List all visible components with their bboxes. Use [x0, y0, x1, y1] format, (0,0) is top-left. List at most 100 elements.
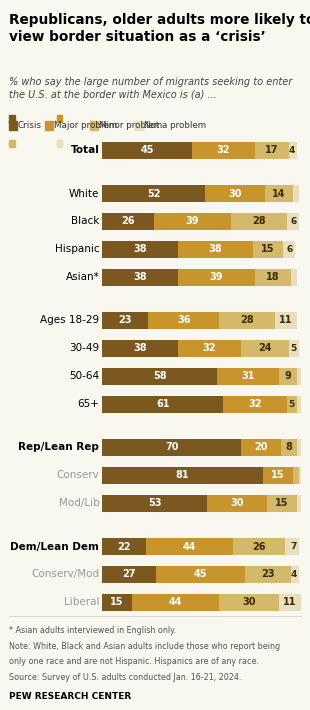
Text: 7: 7 [290, 542, 297, 551]
Bar [233, 538, 285, 555]
Text: 26: 26 [252, 542, 266, 552]
Bar [102, 538, 146, 555]
Bar [102, 466, 263, 484]
Text: 53: 53 [148, 498, 162, 508]
Bar [223, 395, 287, 413]
Text: 6: 6 [290, 217, 297, 226]
Text: 11: 11 [279, 315, 293, 325]
Bar [285, 538, 299, 555]
Text: 38: 38 [133, 344, 147, 354]
Text: 14: 14 [272, 189, 286, 199]
Text: 30: 30 [228, 189, 242, 199]
Text: 38: 38 [209, 244, 222, 254]
Text: 15: 15 [275, 498, 289, 508]
Text: Dem/Lean Dem: Dem/Lean Dem [11, 542, 99, 552]
Bar [178, 268, 255, 286]
Bar [255, 141, 289, 159]
Text: 36: 36 [177, 315, 190, 325]
Bar [293, 185, 299, 202]
Bar [293, 466, 299, 484]
Text: Republicans, older adults more likely to
view border situation as a ‘crisis’: Republicans, older adults more likely to… [9, 13, 310, 44]
Text: 30: 30 [230, 498, 244, 508]
Bar [275, 312, 297, 329]
Text: 15: 15 [261, 244, 275, 254]
Bar [102, 368, 217, 385]
Text: 28: 28 [240, 315, 254, 325]
Text: 27: 27 [122, 569, 136, 579]
Text: 6: 6 [286, 245, 293, 253]
Text: 8: 8 [286, 442, 292, 452]
Bar [178, 340, 241, 357]
Bar [178, 241, 253, 258]
Bar [206, 185, 265, 202]
Text: 39: 39 [186, 217, 199, 226]
Text: 31: 31 [241, 371, 255, 381]
Bar [297, 395, 301, 413]
Text: Hispanic: Hispanic [55, 244, 99, 254]
Text: 23: 23 [118, 315, 132, 325]
Text: 32: 32 [203, 344, 216, 354]
Bar [287, 213, 299, 230]
Text: 4: 4 [290, 570, 297, 579]
Bar [102, 185, 206, 202]
Bar [279, 594, 301, 611]
Bar [241, 340, 289, 357]
Bar [289, 141, 297, 159]
Text: 39: 39 [210, 272, 223, 283]
Text: Minor problem: Minor problem [99, 121, 162, 130]
Bar [102, 213, 154, 230]
Bar [297, 439, 301, 456]
Text: 24: 24 [258, 344, 272, 354]
Text: 15: 15 [110, 597, 124, 607]
Text: Liberal: Liberal [64, 597, 99, 607]
Bar [289, 340, 299, 357]
Bar [291, 268, 297, 286]
Bar [219, 594, 279, 611]
Text: 44: 44 [183, 542, 196, 552]
Bar [297, 368, 301, 385]
Text: 32: 32 [248, 399, 262, 409]
Bar [255, 268, 291, 286]
Text: 45: 45 [140, 146, 154, 155]
Bar [207, 495, 267, 512]
Text: Conserv/Mod: Conserv/Mod [31, 569, 99, 579]
Text: Crisis: Crisis [18, 121, 42, 130]
Text: 70: 70 [165, 442, 179, 452]
Bar [102, 141, 192, 159]
Bar [263, 466, 293, 484]
Text: 81: 81 [176, 470, 189, 481]
Bar [217, 368, 279, 385]
Text: Rep/Lean Rep: Rep/Lean Rep [19, 442, 99, 452]
Text: White: White [69, 189, 99, 199]
Bar [253, 241, 283, 258]
Text: 28: 28 [252, 217, 266, 226]
Bar [156, 566, 245, 583]
Bar [291, 566, 299, 583]
Text: 38: 38 [133, 244, 147, 254]
Text: 30-49: 30-49 [69, 344, 99, 354]
Text: 5: 5 [290, 344, 297, 353]
Text: Conserv: Conserv [56, 470, 99, 481]
Text: % who say the large number of migrants seeking to enter
the U.S. at the border w: % who say the large number of migrants s… [9, 77, 293, 99]
Bar [102, 340, 178, 357]
Text: Asian*: Asian* [66, 272, 99, 283]
Text: Total: Total [70, 146, 99, 155]
Text: 58: 58 [153, 371, 167, 381]
Text: 44: 44 [169, 597, 183, 607]
Text: only one race and are not Hispanic. Hispanics are of any race.: only one race and are not Hispanic. Hisp… [9, 657, 259, 667]
Bar [102, 241, 178, 258]
Text: 20: 20 [254, 442, 268, 452]
Text: 38: 38 [133, 272, 147, 283]
Text: * Asian adults interviewed in English only.: * Asian adults interviewed in English on… [9, 626, 177, 635]
Text: 52: 52 [147, 189, 161, 199]
Text: 61: 61 [156, 399, 170, 409]
Bar [287, 395, 297, 413]
Text: Major problem: Major problem [54, 121, 117, 130]
Text: Note: White, Black and Asian adults include those who report being: Note: White, Black and Asian adults incl… [9, 642, 281, 651]
Text: 15: 15 [271, 470, 285, 481]
Text: 17: 17 [265, 146, 279, 155]
Bar [241, 439, 281, 456]
Text: 26: 26 [121, 217, 135, 226]
Bar [299, 466, 301, 484]
Text: Black: Black [71, 217, 99, 226]
